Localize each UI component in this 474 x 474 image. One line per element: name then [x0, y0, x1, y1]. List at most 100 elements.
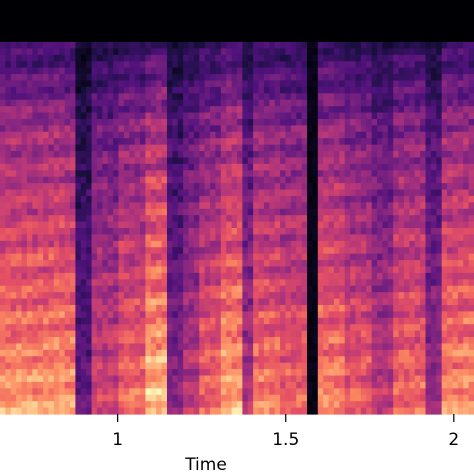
spectrogram-cell — [382, 208, 389, 216]
spectrogram-cell — [274, 74, 281, 82]
spectrogram-cell — [32, 170, 39, 178]
spectrogram-cell — [26, 195, 33, 203]
spectrogram-cell — [5, 106, 12, 114]
spectrogram-cell — [220, 189, 227, 197]
spectrogram-cell — [134, 343, 141, 351]
spectrogram-cell — [403, 183, 410, 191]
spectrogram-cell — [59, 401, 66, 409]
spectrogram-cell — [204, 266, 211, 274]
spectrogram-cell — [436, 394, 443, 402]
spectrogram-cell — [441, 234, 448, 242]
spectrogram-cell — [242, 125, 249, 133]
spectrogram-cell — [53, 279, 60, 287]
spectrogram-cell — [161, 240, 168, 248]
spectrogram-cell — [231, 266, 238, 274]
spectrogram-cell — [96, 343, 103, 351]
spectrogram-cell — [387, 228, 394, 236]
spectrogram-cell — [414, 247, 421, 255]
spectrogram-cell — [140, 407, 147, 415]
spectrogram-cell — [242, 388, 249, 396]
spectrogram-cell — [26, 285, 33, 293]
spectrogram-cell — [269, 138, 276, 146]
spectrogram-cell — [274, 317, 281, 325]
spectrogram-cell — [220, 195, 227, 203]
spectrogram-cell — [420, 349, 427, 357]
spectrogram-cell — [301, 99, 308, 107]
spectrogram-cell — [10, 202, 17, 210]
spectrogram-cell — [398, 208, 405, 216]
spectrogram-cell — [312, 67, 319, 75]
spectrogram-cell — [447, 138, 454, 146]
spectrogram-cell — [312, 170, 319, 178]
spectrogram-cell — [360, 337, 367, 345]
spectrogram-cell — [177, 183, 184, 191]
spectrogram-cell — [366, 144, 373, 152]
spectrogram-cell — [263, 324, 270, 332]
spectrogram-cell — [409, 112, 416, 120]
spectrogram-cell — [123, 131, 130, 139]
spectrogram-cell — [425, 151, 432, 159]
spectrogram-cell — [436, 407, 443, 415]
spectrogram-cell — [172, 80, 179, 88]
spectrogram-cell — [172, 195, 179, 203]
spectrogram-cell — [253, 349, 260, 357]
spectrogram-cell — [10, 195, 17, 203]
spectrogram-cell — [32, 311, 39, 319]
spectrogram-cell — [430, 228, 437, 236]
spectrogram-cell — [307, 247, 314, 255]
spectrogram-cell — [333, 151, 340, 159]
spectrogram-cell — [457, 118, 464, 126]
spectrogram-cell — [59, 304, 66, 312]
spectrogram-cell — [285, 144, 292, 152]
spectrogram-cell — [420, 304, 427, 312]
spectrogram-cell — [188, 106, 195, 114]
spectrogram-cell — [280, 208, 287, 216]
spectrogram-cell — [409, 176, 416, 184]
spectrogram-cell — [96, 99, 103, 107]
spectrogram-cell — [193, 369, 200, 377]
spectrogram-cell — [134, 99, 141, 107]
spectrogram-cell — [328, 54, 335, 62]
spectrogram-cell — [215, 228, 222, 236]
spectrogram-cell — [317, 106, 324, 114]
spectrogram-cell — [129, 131, 136, 139]
spectrogram-cell — [80, 54, 87, 62]
spectrogram-cell — [70, 208, 77, 216]
spectrogram-cell — [215, 266, 222, 274]
spectrogram-cell — [430, 324, 437, 332]
spectrogram-cell — [183, 163, 190, 171]
spectrogram-cell — [0, 247, 6, 255]
spectrogram-cell — [387, 202, 394, 210]
spectrogram-cell — [301, 106, 308, 114]
spectrogram-cell — [285, 131, 292, 139]
spectrogram-cell — [371, 362, 378, 370]
spectrogram-cell — [312, 362, 319, 370]
spectrogram-cell — [80, 157, 87, 165]
spectrogram-cell — [237, 285, 243, 293]
spectrogram-cell — [237, 215, 243, 223]
spectrogram-cell — [258, 266, 265, 274]
spectrogram-cell — [301, 337, 308, 345]
spectrogram-cell — [333, 67, 340, 75]
spectrogram-cell — [134, 247, 141, 255]
spectrogram-cell — [452, 247, 459, 255]
spectrogram-cell — [21, 240, 28, 248]
spectrogram-cell — [447, 170, 454, 178]
spectrogram-cell — [70, 401, 77, 409]
spectrogram-cell — [0, 304, 6, 312]
spectrogram-cell — [452, 195, 459, 203]
spectrogram-cell — [10, 118, 17, 126]
spectrogram-cell — [129, 337, 136, 345]
spectrogram-cell — [339, 202, 346, 210]
spectrogram-cell — [447, 112, 454, 120]
spectrogram-cell — [366, 375, 373, 383]
spectrogram-cell — [204, 189, 211, 197]
spectrogram-cell — [231, 253, 238, 261]
spectrogram-cell — [237, 138, 243, 146]
spectrogram-cells — [0, 42, 474, 415]
spectrogram-cell — [350, 221, 357, 229]
spectrogram-cell — [91, 67, 98, 75]
spectrogram-cell — [226, 93, 233, 101]
spectrogram-cell — [64, 394, 71, 402]
spectrogram-cell — [113, 240, 120, 248]
